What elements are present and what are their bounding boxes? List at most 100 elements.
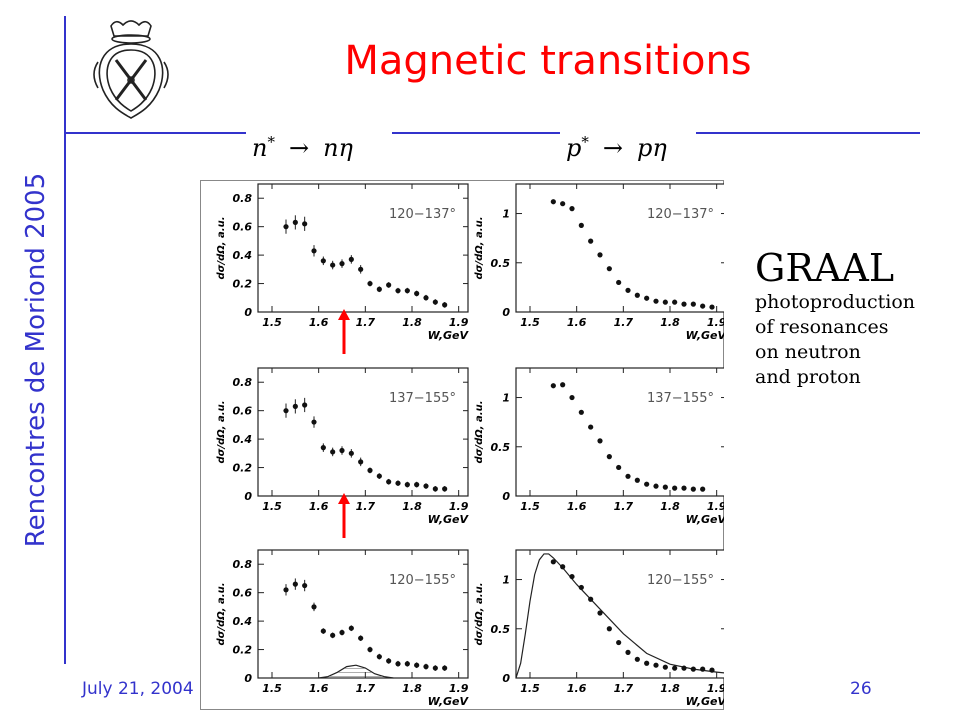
- proton-2-frame: [515, 367, 724, 497]
- neutron-3-point-0: [283, 587, 289, 593]
- neutron-1-angle-label: 120−137°: [389, 207, 456, 222]
- header-rule-1: [64, 132, 246, 134]
- proton-1-angle-label: 120−137°: [647, 207, 714, 222]
- crest-icon: [93, 20, 169, 119]
- neutron-3-point-13: [404, 661, 410, 667]
- proton-3-xlabel: W,GeV: [686, 695, 724, 708]
- neutron-3-xtick-label-4: 1.9: [449, 682, 469, 695]
- proton-1-xtick-label-2: 1.7: [614, 316, 634, 329]
- neutron-3-point-11: [386, 658, 392, 664]
- proton-1-point-12: [662, 299, 668, 305]
- header-rule-3: [696, 132, 920, 134]
- graal-line-2: of resonances: [755, 316, 889, 338]
- proton-1-point-13: [672, 299, 678, 305]
- graal-line-1: photoproduction: [755, 291, 916, 313]
- proton-2-point-0: [550, 383, 556, 389]
- proton-3-point-6: [606, 626, 612, 632]
- proton-3-xtick-label-3: 1.8: [660, 682, 680, 695]
- proton-3-point-10: [644, 660, 650, 666]
- neutron-1-point-16: [432, 299, 438, 305]
- neutron-2-point-13: [404, 482, 410, 488]
- neutron-1-point-17: [442, 302, 448, 308]
- neutron-2-point-10: [376, 473, 382, 479]
- neutron-resonance-star: *: [267, 133, 275, 151]
- proton-3-ylabel: dσ/dΩ, a.u.: [474, 582, 485, 645]
- neutron-3-point-17: [442, 665, 448, 671]
- neutron-3-point-16: [432, 665, 438, 671]
- proton-1-ytick-label-0: 0: [502, 306, 510, 319]
- neutron-2-ytick-label-3: 0.6: [233, 405, 253, 418]
- page-number: 26: [850, 679, 872, 699]
- neutron-3-point-14: [414, 662, 420, 668]
- proton-2-xtick-label-2: 1.7: [614, 500, 634, 513]
- neutron-2-frame: [257, 367, 469, 497]
- neutron-reaction-product: nη: [323, 134, 353, 162]
- neutron-3-point-5: [330, 632, 336, 638]
- neutron-1-point-1: [292, 219, 298, 225]
- red-arrow-upper: [338, 309, 350, 354]
- neutron-3-xlabel: W,GeV: [428, 695, 470, 708]
- proton-3-ytick-label-0: 0: [502, 672, 510, 685]
- neutron-1-point-15: [423, 295, 429, 301]
- proton-2-ytick-label-0: 0: [502, 490, 510, 503]
- proton-2-xtick-label-3: 1.8: [660, 500, 680, 513]
- neutron-2-point-14: [414, 482, 420, 488]
- proton-3-xtick-label-2: 1.7: [614, 682, 634, 695]
- neutron-3-point-8: [358, 635, 364, 641]
- neutron-2-point-9: [367, 467, 373, 473]
- neutron-2-point-15: [423, 483, 429, 489]
- neutron-1-point-14: [414, 290, 420, 297]
- neutron-3-ytick-label-2: 0.4: [233, 615, 253, 628]
- conference-name: Rencontres de Moriond 2005: [21, 172, 51, 548]
- proton-3-point-15: [690, 666, 696, 672]
- neutron-1-point-10: [376, 286, 382, 292]
- neutron-1-point-6: [339, 261, 345, 267]
- proton-reaction-product: pη: [636, 134, 667, 162]
- proton-2-point-2: [569, 394, 575, 401]
- graal-line-4: and proton: [755, 366, 861, 388]
- neutron-3-angle-label: 120−155°: [389, 573, 456, 588]
- proton-3-xtick-label-1: 1.6: [567, 682, 587, 695]
- proton-3-point-2: [569, 573, 575, 580]
- neutron-2-point-0: [283, 408, 289, 414]
- proton-1-point-1: [560, 201, 566, 207]
- neutron-3-xtick-label-1: 1.6: [309, 682, 329, 695]
- cross-section-figure: 1.5 1.6 1.7 1.8 1.9 0 0.2 0.4 0.6 0.8 W,GeV dσ/dΩ, …: [200, 180, 724, 710]
- neutron-3-point-1: [292, 581, 298, 587]
- left-vertical-rule: [64, 16, 66, 664]
- proton-1-point-10: [644, 295, 650, 301]
- neutron-1-point-7: [348, 256, 354, 262]
- proton-3-point-14: [681, 665, 687, 671]
- neutron-2-ytick-label-4: 0.8: [233, 376, 253, 389]
- neutron-3-frame: [257, 549, 469, 679]
- neutron-1-frame: [257, 183, 469, 313]
- neutron-1-point-13: [404, 288, 410, 294]
- neutron-3-xtick-label-3: 1.8: [402, 682, 422, 695]
- neutron-1-ytick-label-0: 0: [244, 306, 252, 319]
- proton-3-point-1: [560, 564, 566, 570]
- proton-2-point-10: [644, 481, 650, 487]
- proton-3-ytick-label-2: 1: [502, 574, 510, 587]
- proton-2-point-12: [662, 484, 668, 490]
- neutron-3-ytick-label-3: 0.6: [233, 587, 253, 600]
- neutron-2-point-11: [386, 479, 392, 485]
- proton-2-point-9: [634, 477, 640, 483]
- neutron-2-point-5: [330, 449, 336, 455]
- neutron-1-point-11: [386, 282, 392, 288]
- graal-title: GRAAL: [755, 246, 895, 290]
- neutron-2-ytick-label-2: 0.4: [233, 433, 253, 446]
- neutron-2-ylabel: dσ/dΩ, a.u.: [216, 400, 227, 463]
- proton-2-point-3: [578, 409, 584, 415]
- neutron-3-point-12: [395, 661, 401, 667]
- proton-3-point-5: [597, 610, 603, 616]
- proton-1-point-4: [588, 238, 594, 244]
- proton-1-xtick-label-0: 1.5: [520, 316, 540, 329]
- footer-date: July 21, 2004: [82, 679, 194, 699]
- neutron-3-ytick-label-1: 0.2: [233, 644, 253, 657]
- proton-2-point-4: [588, 424, 594, 430]
- neutron-1-point-12: [395, 288, 401, 294]
- proton-1-point-2: [569, 206, 575, 212]
- graal-annotation: GRAAL photoproduction of resonances on n…: [755, 246, 915, 390]
- proton-3-point-12: [662, 664, 668, 670]
- neutron-2-point-8: [358, 459, 364, 465]
